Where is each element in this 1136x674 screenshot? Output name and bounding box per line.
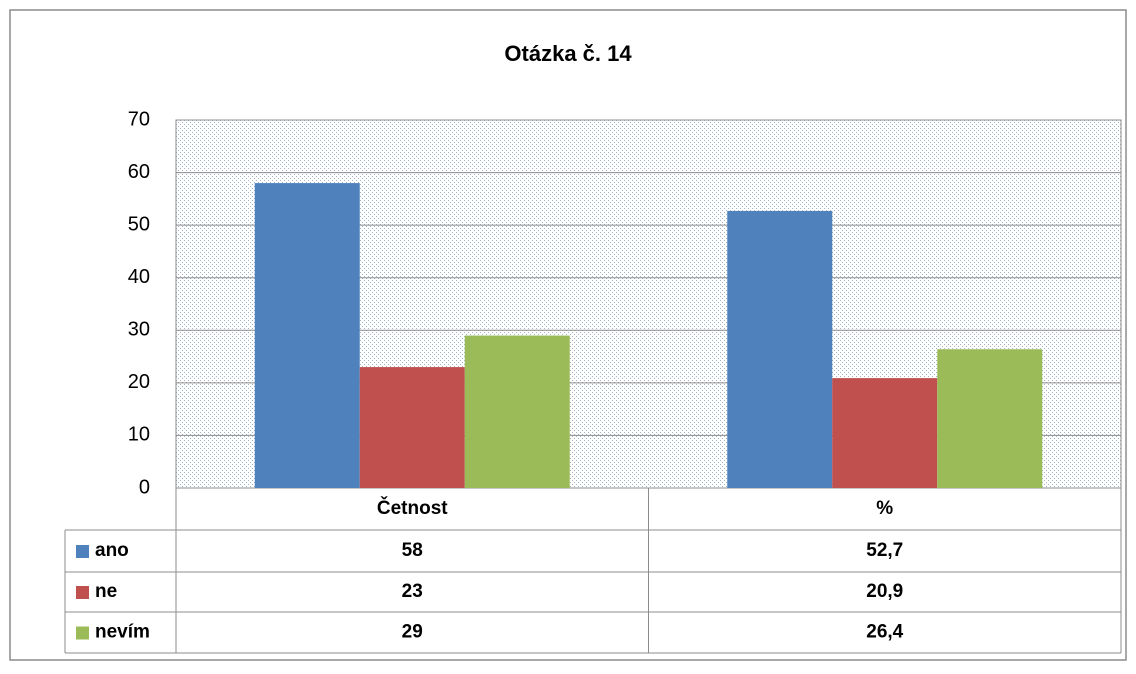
table-value: 29 [402, 622, 423, 643]
y-tick-label: 20 [128, 371, 150, 393]
legend-label: ne [95, 581, 117, 602]
y-tick-label: 50 [128, 213, 150, 235]
table-value: 58 [402, 540, 423, 561]
y-tick-label: 40 [128, 266, 150, 288]
legend-key [76, 586, 89, 599]
bar [727, 210, 833, 488]
legend-label: ano [95, 540, 129, 561]
table-value: 26,4 [866, 622, 903, 643]
table-value: 52,7 [866, 540, 903, 561]
bar [464, 335, 570, 488]
y-tick-label: 10 [128, 424, 150, 446]
table-value: 23 [402, 581, 423, 602]
legend-key [76, 626, 89, 640]
bar [832, 378, 938, 488]
y-tick-label: 70 [128, 108, 150, 130]
bar [254, 183, 360, 489]
bar [937, 349, 1043, 488]
y-tick-label: 0 [139, 476, 150, 498]
legend-key [76, 545, 89, 558]
x-tick-label: % [876, 498, 893, 519]
x-tick-label: Četnost [377, 497, 448, 519]
chart-title: Otázka č. 14 [504, 41, 632, 66]
y-tick-label: 30 [128, 319, 150, 341]
bar [359, 367, 465, 488]
y-tick-label: 60 [128, 161, 150, 183]
table-value: 20,9 [866, 581, 903, 602]
legend-label: nevím [95, 622, 150, 643]
